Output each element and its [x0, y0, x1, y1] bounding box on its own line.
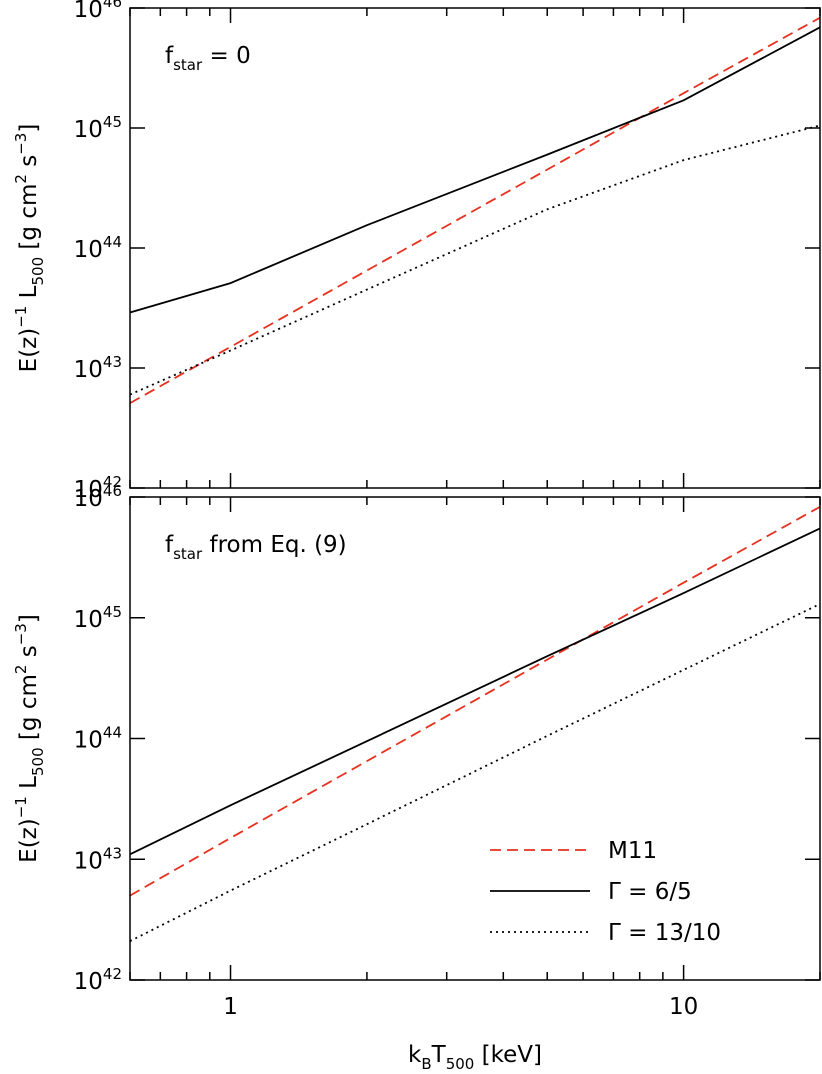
series-line — [129, 506, 821, 897]
y-tick-label: 1043​ — [74, 844, 122, 874]
y-tick-label: 1046​ — [74, 482, 122, 512]
y-tick-label: 1044​ — [74, 233, 122, 263]
plot-frame — [129, 496, 821, 981]
y-tick-label: 1042​ — [74, 965, 122, 995]
y-tick-label: 1043​ — [74, 353, 122, 383]
series-line — [129, 16, 821, 404]
series-line — [129, 527, 821, 856]
y-tick-label: 1046​ — [74, 0, 122, 23]
plot-frame — [129, 7, 821, 489]
series-line — [129, 26, 821, 314]
x-axis-label: kB​T500​ [keV] — [408, 1042, 542, 1073]
annotation: fstar​ from Eq. (9) — [165, 532, 347, 563]
legend-label: Γ = 6/5 — [608, 879, 692, 905]
y-axis-label: E(z)−1​ L500​ [g cm2​ s−3​] — [12, 124, 47, 373]
y-tick-label: 1045​ — [74, 603, 122, 633]
series-line — [129, 603, 821, 942]
legend-label: Γ = 13/10 — [608, 920, 721, 946]
y-axis-label: E(z)−1​ L500​ [g cm2​ s−3​] — [12, 614, 47, 863]
annotation: fstar​ = 0 — [165, 43, 251, 74]
series-line — [129, 124, 821, 396]
y-tick-label: 1042​ — [74, 473, 122, 503]
y-tick-label: 1044​ — [74, 724, 122, 754]
x-tick-label: 1 — [223, 994, 238, 1020]
x-tick-label: 10 — [669, 994, 698, 1020]
legend-label: M11 — [608, 838, 657, 864]
y-tick-label: 1045​ — [74, 113, 122, 143]
